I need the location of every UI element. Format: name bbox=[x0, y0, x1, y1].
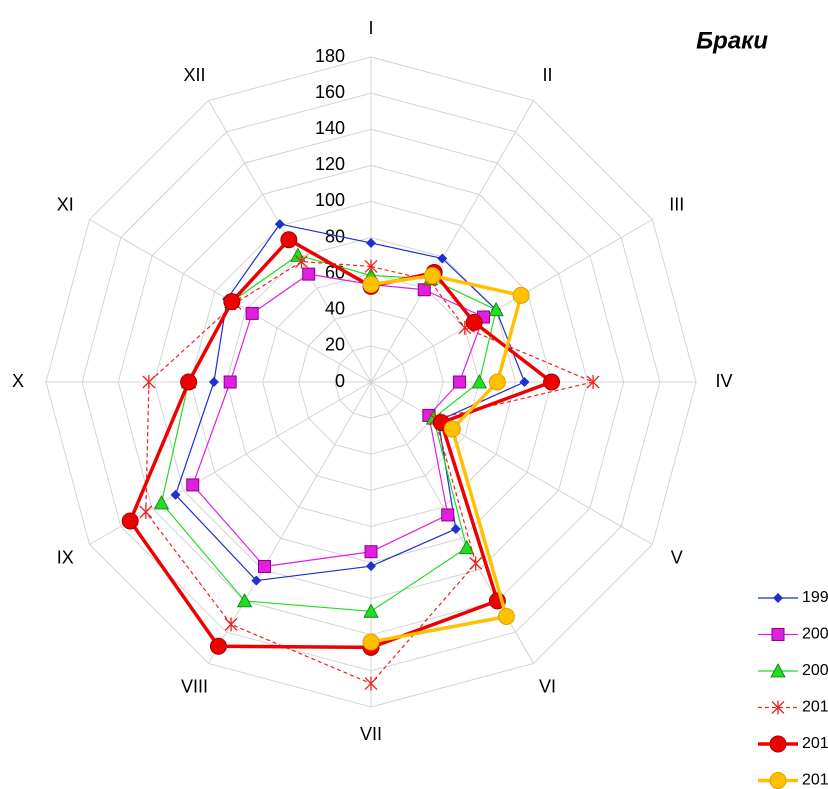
series bbox=[121, 231, 561, 656]
r-tick-label: 0 bbox=[335, 371, 345, 391]
marker bbox=[364, 676, 378, 691]
spoke bbox=[370, 219, 653, 383]
category-label: VIII bbox=[181, 676, 208, 696]
marker bbox=[364, 545, 378, 559]
category-label: III bbox=[669, 194, 684, 214]
marker bbox=[153, 495, 170, 510]
marker bbox=[450, 523, 461, 534]
r-tick-label: 140 bbox=[315, 118, 345, 138]
series-line bbox=[145, 260, 594, 685]
marker bbox=[519, 377, 530, 387]
marker bbox=[170, 489, 181, 500]
marker bbox=[497, 608, 515, 626]
category-label: VI bbox=[539, 676, 556, 696]
legend-marker bbox=[771, 628, 785, 641]
spoke bbox=[370, 381, 653, 545]
marker bbox=[366, 561, 376, 572]
marker bbox=[223, 375, 237, 389]
marker bbox=[302, 267, 316, 281]
marker bbox=[452, 375, 466, 389]
r-tick-label: 80 bbox=[325, 226, 345, 246]
legend-label: 2010 bbox=[802, 699, 828, 716]
marker bbox=[471, 374, 488, 389]
marker bbox=[139, 505, 153, 519]
series bbox=[362, 267, 530, 651]
marker bbox=[488, 301, 504, 317]
r-tick-label: 160 bbox=[315, 82, 345, 102]
category-label: VII bbox=[360, 724, 382, 744]
legend-marker bbox=[769, 735, 787, 753]
marker bbox=[488, 373, 506, 391]
r-tick-label: 40 bbox=[325, 299, 345, 319]
marker bbox=[459, 539, 475, 555]
marker bbox=[208, 377, 219, 387]
series bbox=[139, 254, 600, 691]
spoke bbox=[370, 100, 534, 383]
marker bbox=[280, 231, 298, 249]
marker bbox=[364, 259, 378, 274]
marker bbox=[469, 556, 483, 571]
legend-label: 2013 bbox=[802, 772, 828, 789]
category-label: X bbox=[12, 371, 24, 391]
marker bbox=[224, 617, 238, 632]
marker bbox=[437, 253, 448, 264]
spoke bbox=[208, 381, 372, 664]
marker bbox=[142, 375, 156, 389]
marker bbox=[363, 603, 379, 618]
legend-label: 1995 bbox=[802, 589, 828, 606]
legend-marker bbox=[773, 593, 783, 603]
marker bbox=[223, 293, 241, 311]
marker bbox=[366, 237, 376, 248]
marker bbox=[251, 575, 262, 586]
r-tick-label: 120 bbox=[315, 154, 345, 174]
category-label: II bbox=[542, 65, 552, 85]
legend-marker bbox=[770, 663, 786, 678]
legend-label: 2000 bbox=[802, 626, 828, 643]
category-label: IX bbox=[57, 547, 74, 567]
marker bbox=[362, 633, 380, 651]
marker bbox=[236, 593, 253, 608]
marker bbox=[295, 254, 308, 269]
marker bbox=[180, 373, 198, 391]
marker bbox=[121, 512, 139, 530]
legend-marker bbox=[769, 772, 787, 789]
marker bbox=[209, 637, 227, 655]
legend-label: 2005 bbox=[802, 662, 828, 679]
marker bbox=[245, 306, 259, 320]
marker bbox=[257, 560, 271, 574]
marker bbox=[586, 375, 600, 389]
r-tick-label: 100 bbox=[315, 190, 345, 210]
marker bbox=[441, 508, 455, 522]
marker bbox=[423, 267, 441, 285]
chart-title: Браки bbox=[696, 27, 768, 54]
marker bbox=[465, 313, 483, 331]
marker bbox=[274, 219, 285, 230]
r-tick-label: 20 bbox=[325, 335, 345, 355]
legend-marker bbox=[771, 700, 785, 715]
category-label: XII bbox=[183, 65, 205, 85]
category-label: I bbox=[368, 18, 373, 38]
category-label: XI bbox=[57, 194, 74, 214]
marker bbox=[443, 420, 461, 438]
category-label: V bbox=[671, 547, 683, 567]
marker bbox=[186, 478, 200, 492]
category-label: IV bbox=[715, 371, 732, 391]
marker bbox=[543, 373, 561, 391]
r-tick-label: 180 bbox=[315, 46, 345, 66]
marker bbox=[512, 286, 530, 304]
marker bbox=[362, 276, 380, 293]
